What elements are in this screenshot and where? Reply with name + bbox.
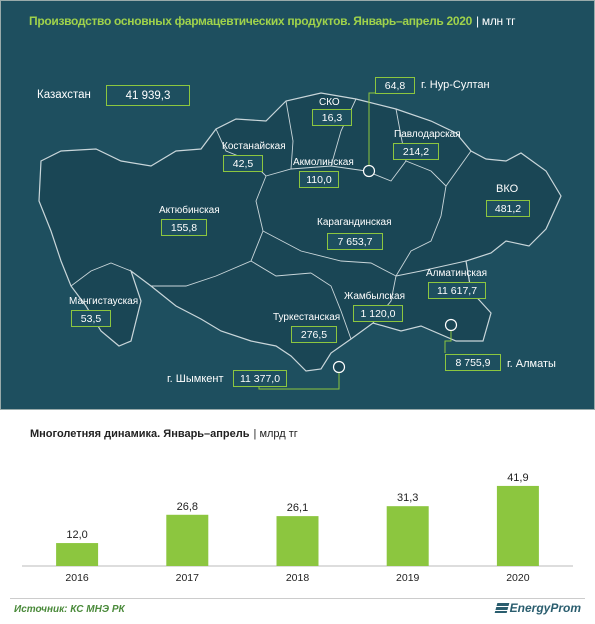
region-label-mangystau: Мангистауская <box>69 296 139 307</box>
region-value-almaty-city: 8 755,9 <box>445 354 501 371</box>
x-tick-label-2019: 2019 <box>396 572 420 584</box>
region-value-almaty-obl: 11 617,7 <box>428 282 486 299</box>
shymkent-marker <box>332 360 346 374</box>
region-value-kostanay: 42,5 <box>223 155 263 172</box>
region-value-vko: 481,2 <box>486 200 530 217</box>
bar-2020 <box>496 485 539 566</box>
x-tick-label-2020: 2020 <box>506 572 530 584</box>
region-label-karaganda: Карагандинская <box>317 217 392 228</box>
region-label-nur-sultan: г. Нур-Султан <box>421 79 490 91</box>
region-value-shymkent: 11 377,0 <box>233 370 287 387</box>
region-label-akmola: Акмолинская <box>293 157 354 168</box>
region-label-kostanay: Костанайская <box>222 141 286 152</box>
region-value-turkestan: 276,5 <box>291 326 337 343</box>
region-label-pavlodar: Павлодарская <box>394 129 461 140</box>
region-label-vko: ВКО <box>496 183 519 195</box>
region-value-akmola: 110,0 <box>299 171 339 188</box>
region-value-nur-sultan: 64,8 <box>375 77 415 94</box>
region-value-mangystau: 53,5 <box>71 310 111 327</box>
dynamics-unit: | млрд тг <box>253 428 298 440</box>
dynamics-title: Многолетняя динамика. Январь–апрель | млр… <box>30 428 298 440</box>
country-total-value: 41 939,3 <box>106 85 190 106</box>
logo-text: EnergyProm <box>509 601 581 615</box>
page-title: Производство основных фармацевтических п… <box>29 14 515 28</box>
title-unit: | млн тг <box>476 14 516 28</box>
region-label-aktobe: Актюбинская <box>159 205 220 216</box>
kazakhstan-map <box>38 92 562 390</box>
nur-sultan-marker <box>362 164 376 178</box>
bar-chart: 12,0 2016 26,8 2017 26,1 2018 31,3 2019 41,9 2020 <box>0 440 595 590</box>
bar-value-label-2016: 12,0 <box>66 529 87 541</box>
region-value-sko: 16,3 <box>312 109 352 126</box>
bar-value-label-2017: 26,8 <box>177 501 198 513</box>
source-note: Источник: КС МНЭ РК <box>14 604 125 615</box>
country-label: Казахстан <box>37 89 91 101</box>
footer-divider <box>10 598 585 599</box>
x-tick-label-2016: 2016 <box>65 572 89 584</box>
map-panel: Производство основных фармацевтических п… <box>0 0 595 410</box>
region-label-turkestan: Туркестанская <box>273 312 341 323</box>
region-label-shymkent: г. Шымкент <box>167 373 224 385</box>
country-outline <box>38 92 562 372</box>
almaty-marker <box>444 318 458 332</box>
bar-chart-svg: 12,0 2016 26,8 2017 26,1 2018 31,3 2019 41,9 2020 <box>22 472 573 584</box>
region-value-aktobe: 155,8 <box>161 219 207 236</box>
region-label-almaty-city: г. Алматы <box>507 358 556 370</box>
dynamics-title-text: Многолетняя динамика. Январь–апрель <box>30 428 250 440</box>
bar-2019 <box>386 506 429 566</box>
x-tick-label-2017: 2017 <box>176 572 200 584</box>
x-tick-label-2018: 2018 <box>286 572 310 584</box>
bar-value-label-2020: 41,9 <box>507 472 528 484</box>
bar-2017 <box>166 514 209 566</box>
logo-icon <box>494 603 509 613</box>
bar-2018 <box>276 516 319 566</box>
bar-value-label-2018: 26,1 <box>287 502 308 514</box>
title-text: Производство основных фармацевтических п… <box>29 14 473 28</box>
brand-logo: EnergyProm <box>494 601 581 615</box>
region-label-sko: СКО <box>319 97 340 108</box>
region-value-pavlodar: 214,2 <box>393 143 439 160</box>
region-value-zhambyl: 1 120,0 <box>353 305 403 322</box>
region-label-almaty-obl: Алматинская <box>426 268 487 279</box>
region-value-karaganda: 7 653,7 <box>327 233 383 250</box>
bar-2016 <box>56 543 99 566</box>
region-label-zhambyl: Жамбылская <box>344 291 405 302</box>
bar-value-label-2019: 31,3 <box>397 492 418 504</box>
